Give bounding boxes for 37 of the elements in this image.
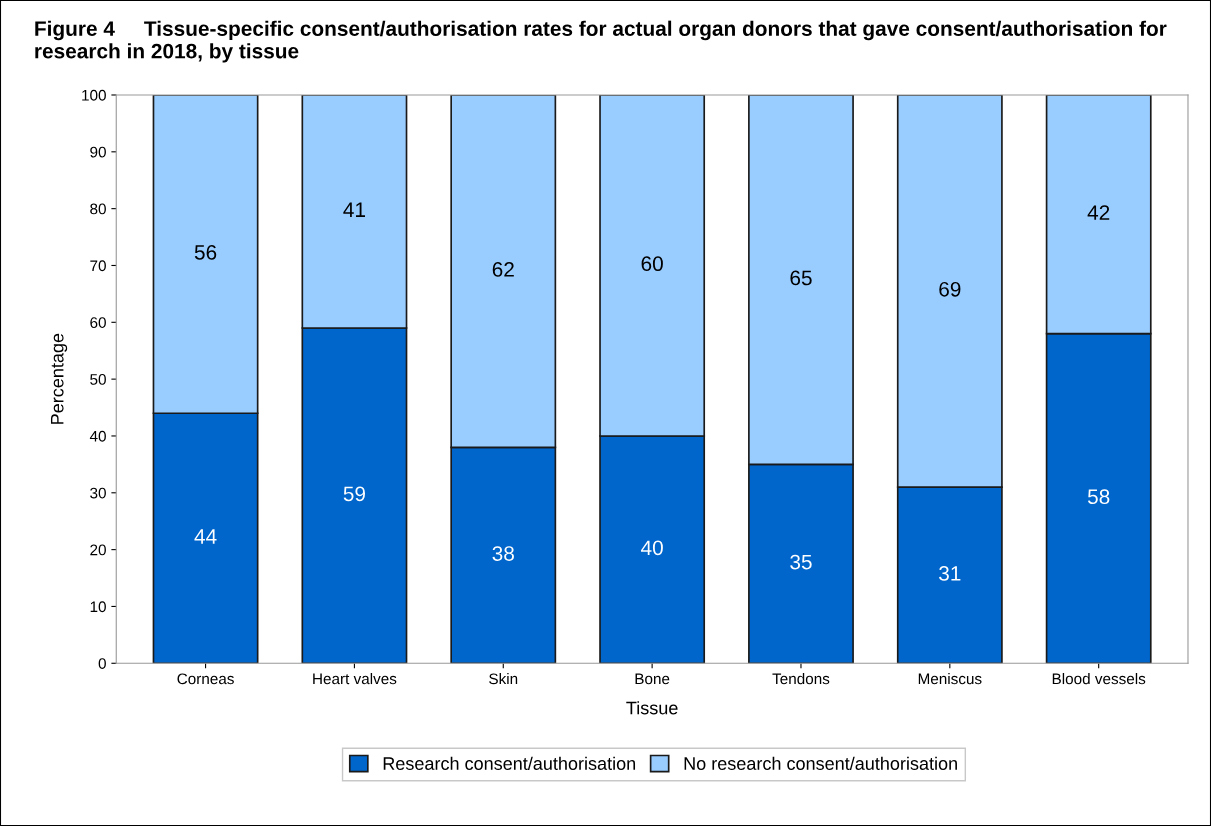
data-label: 65 [790,270,812,286]
x-axis-title: Tissue [626,701,678,715]
chart-title: Figure 4 Tissue-specific consent/authorisation rates for actual organ donors that gave consent/authorisation for research in 2018, by tissue [35,20,1167,63]
data-label: 31 [939,566,961,581]
y-tick-label: 0 [98,658,106,669]
data-label: 69 [939,281,961,297]
x-tick-label: Heart valves [313,673,397,685]
y-axis-title: Percentage [50,333,68,424]
data-label: 40 [641,540,663,556]
y-tick-label: 40 [89,430,106,442]
x-tick-label: Skin [489,673,518,685]
y-tick-label: 50 [90,374,106,385]
data-label: 60 [641,256,663,272]
x-tick-label: Corneas [177,673,234,685]
x-tick-label: Meniscus [918,673,982,685]
y-tick-label: 60 [90,317,106,328]
legend-label: No research consent/authorisation [684,756,957,770]
x-tick-label: Tendons [772,673,830,685]
data-label: 56 [194,244,217,260]
data-label: 62 [492,262,514,277]
legend-label: Research consent/authorisation [383,756,636,770]
y-tick-label: 80 [90,203,106,215]
data-label: 44 [194,529,217,544]
y-tick-label: 100 [82,89,106,101]
y-tick-label: 20 [90,544,106,556]
data-label: 35 [790,554,812,570]
data-label: 41 [343,202,365,217]
x-tick-label: Bone [635,673,670,685]
data-label: 38 [492,546,514,561]
y-tick-label: 90 [90,146,106,158]
data-label: 42 [1087,205,1110,220]
y-tick-label: 10 [90,601,106,613]
y-tick-label: 70 [90,260,106,272]
data-label: 58 [1087,489,1110,505]
y-tick-label: 30 [90,487,106,499]
data-label: 59 [343,486,366,502]
x-tick-label: Blood vessels [1052,673,1146,685]
